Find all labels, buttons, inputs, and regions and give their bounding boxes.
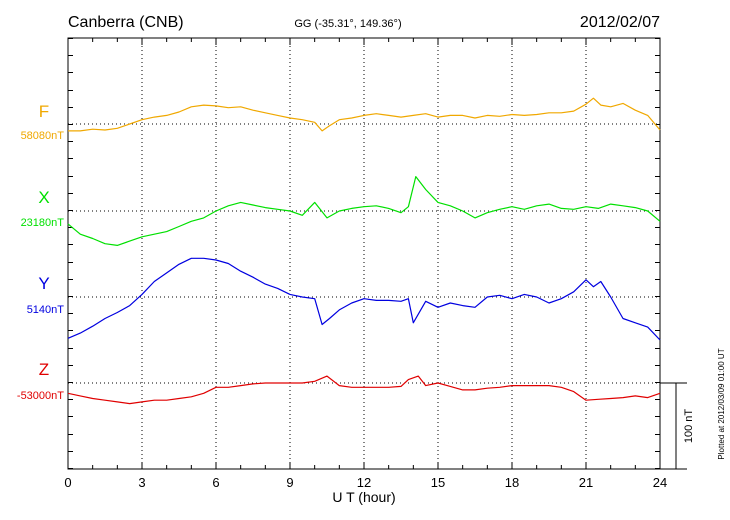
x-tick-label: 18	[505, 475, 519, 490]
plot-date: 2012/02/07	[580, 14, 660, 31]
axis-ticks: 0 3 6 9 12 15 18 21 24	[64, 38, 667, 490]
x-tick-label: 24	[653, 475, 667, 490]
x-axis-label: U T (hour)	[332, 489, 395, 505]
series-name-z: Z	[39, 360, 49, 379]
x-tick-label: 6	[212, 475, 219, 490]
grid-lines	[68, 38, 660, 469]
x-tick-label: 21	[579, 475, 593, 490]
x-tick-label: 3	[138, 475, 145, 490]
series-baseline-f: 58080nT	[21, 130, 65, 142]
series-labels: F 58080nT X 23180nT Y 5140nT Z -53000nT	[17, 102, 64, 402]
x-tick-label: 9	[286, 475, 293, 490]
series-line-z	[67, 375, 661, 405]
x-tick-label: 15	[431, 475, 445, 490]
plotted-timestamp: Plotted at 2012/03/09 01:00 UT	[717, 348, 726, 459]
station-title: Canberra (CNB)	[68, 14, 184, 31]
station-coordinates: GG (-35.31°, 149.36°)	[294, 18, 401, 30]
scale-bar: 100 nT	[660, 382, 695, 470]
x-tick-label: 0	[64, 475, 71, 490]
x-tick-label: 12	[357, 475, 371, 490]
series-name-x: X	[38, 188, 49, 207]
series-line-y	[67, 257, 661, 341]
series-name-f: F	[39, 102, 49, 121]
series-baseline-z: -53000nT	[17, 390, 64, 402]
series-lines	[67, 97, 661, 405]
series-baseline-y: 5140nT	[27, 304, 65, 316]
series-baseline-x: 23180nT	[21, 217, 65, 229]
series-line-x	[67, 176, 661, 246]
series-line-f	[68, 97, 661, 132]
series-name-y: Y	[38, 274, 49, 293]
scale-bar-label: 100 nT	[683, 409, 695, 444]
